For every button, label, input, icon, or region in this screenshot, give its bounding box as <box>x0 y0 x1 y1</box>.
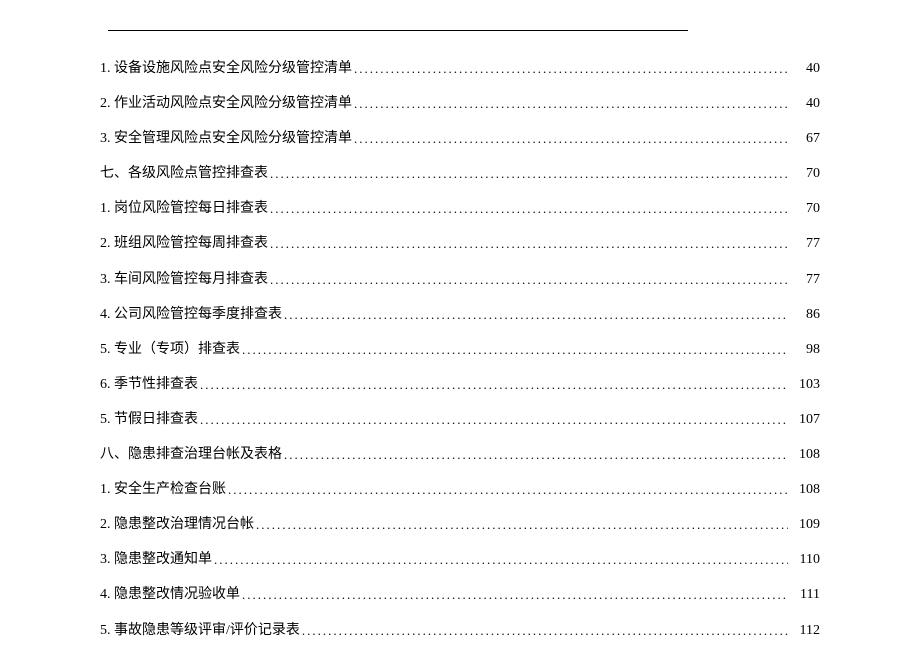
toc-page: 70 <box>790 199 820 219</box>
toc-leader <box>302 622 788 640</box>
toc-label: 2. 班组风险管控每周排查表 <box>100 234 268 254</box>
toc-label: 八、隐患排查治理台帐及表格 <box>100 445 282 465</box>
toc-leader <box>214 551 788 569</box>
toc-leader <box>284 446 788 464</box>
toc-page: 98 <box>790 340 820 360</box>
toc-page: 111 <box>790 585 820 605</box>
toc-label: 3. 隐患整改通知单 <box>100 550 212 570</box>
toc-label: 2. 作业活动风险点安全风险分级管控清单 <box>100 94 352 114</box>
toc-entry: 3. 安全管理风险点安全风险分级管控清单 67 <box>100 129 820 149</box>
toc-entry: 4. 公司风险管控每季度排查表 86 <box>100 305 820 325</box>
toc-label: 1. 设备设施风险点安全风险分级管控清单 <box>100 59 352 79</box>
toc-label: 3. 车间风险管控每月排查表 <box>100 270 268 290</box>
horizontal-rule <box>108 30 688 31</box>
toc-entry: 3. 车间风险管控每月排查表 77 <box>100 270 820 290</box>
toc-entry: 4. 隐患整改情况验收单 111 <box>100 585 820 605</box>
toc-label: 6. 季节性排查表 <box>100 375 198 395</box>
toc-label: 5. 事故隐患等级评审/评价记录表 <box>100 621 300 641</box>
toc-label: 七、各级风险点管控排查表 <box>100 164 268 184</box>
toc-entry: 2. 隐患整改治理情况台帐 109 <box>100 515 820 535</box>
toc-page: 108 <box>790 480 820 500</box>
toc-page: 86 <box>790 305 820 325</box>
toc-leader <box>270 235 788 253</box>
toc-label: 5. 节假日排查表 <box>100 410 198 430</box>
toc-label: 4. 公司风险管控每季度排查表 <box>100 305 282 325</box>
toc-page: 112 <box>790 621 820 641</box>
toc-entry: 3. 隐患整改通知单 110 <box>100 550 820 570</box>
toc-leader <box>284 306 788 324</box>
toc-leader <box>200 376 788 394</box>
toc-entry: 1. 设备设施风险点安全风险分级管控清单 40 <box>100 59 820 79</box>
toc-entry: 5. 节假日排查表 107 <box>100 410 820 430</box>
toc-entry: 2. 班组风险管控每周排查表 77 <box>100 234 820 254</box>
toc-leader <box>270 200 788 218</box>
toc-leader <box>354 95 788 113</box>
toc-label: 3. 安全管理风险点安全风险分级管控清单 <box>100 129 352 149</box>
toc-leader <box>242 586 788 604</box>
toc-leader <box>228 481 788 499</box>
toc-leader <box>200 411 788 429</box>
toc-leader <box>256 516 788 534</box>
toc-page: 108 <box>790 445 820 465</box>
toc-entry: 6. 季节性排查表 103 <box>100 375 820 395</box>
toc-label: 1. 安全生产检查台账 <box>100 480 226 500</box>
toc-entry: 1. 安全生产检查台账 108 <box>100 480 820 500</box>
toc-page: 107 <box>790 410 820 430</box>
toc-page: 77 <box>790 270 820 290</box>
toc-entry: 七、各级风险点管控排查表 70 <box>100 164 820 184</box>
toc-page: 67 <box>790 129 820 149</box>
toc-entry: 1. 岗位风险管控每日排查表 70 <box>100 199 820 219</box>
table-of-contents: 1. 设备设施风险点安全风险分级管控清单 40 2. 作业活动风险点安全风险分级… <box>100 59 820 640</box>
toc-entry: 2. 作业活动风险点安全风险分级管控清单 40 <box>100 94 820 114</box>
toc-leader <box>270 165 788 183</box>
toc-entry: 5. 专业（专项）排查表 98 <box>100 340 820 360</box>
toc-page: 40 <box>790 59 820 79</box>
toc-leader <box>354 60 788 78</box>
toc-label: 5. 专业（专项）排查表 <box>100 340 240 360</box>
toc-page: 103 <box>790 375 820 395</box>
toc-page: 109 <box>790 515 820 535</box>
toc-entry: 5. 事故隐患等级评审/评价记录表 112 <box>100 621 820 641</box>
toc-leader <box>354 130 788 148</box>
toc-label: 2. 隐患整改治理情况台帐 <box>100 515 254 535</box>
toc-page: 77 <box>790 234 820 254</box>
toc-leader <box>270 271 788 289</box>
toc-page: 40 <box>790 94 820 114</box>
toc-entry: 八、隐患排查治理台帐及表格 108 <box>100 445 820 465</box>
toc-page: 70 <box>790 164 820 184</box>
toc-page: 110 <box>790 550 820 570</box>
toc-label: 1. 岗位风险管控每日排查表 <box>100 199 268 219</box>
toc-leader <box>242 341 788 359</box>
toc-label: 4. 隐患整改情况验收单 <box>100 585 240 605</box>
